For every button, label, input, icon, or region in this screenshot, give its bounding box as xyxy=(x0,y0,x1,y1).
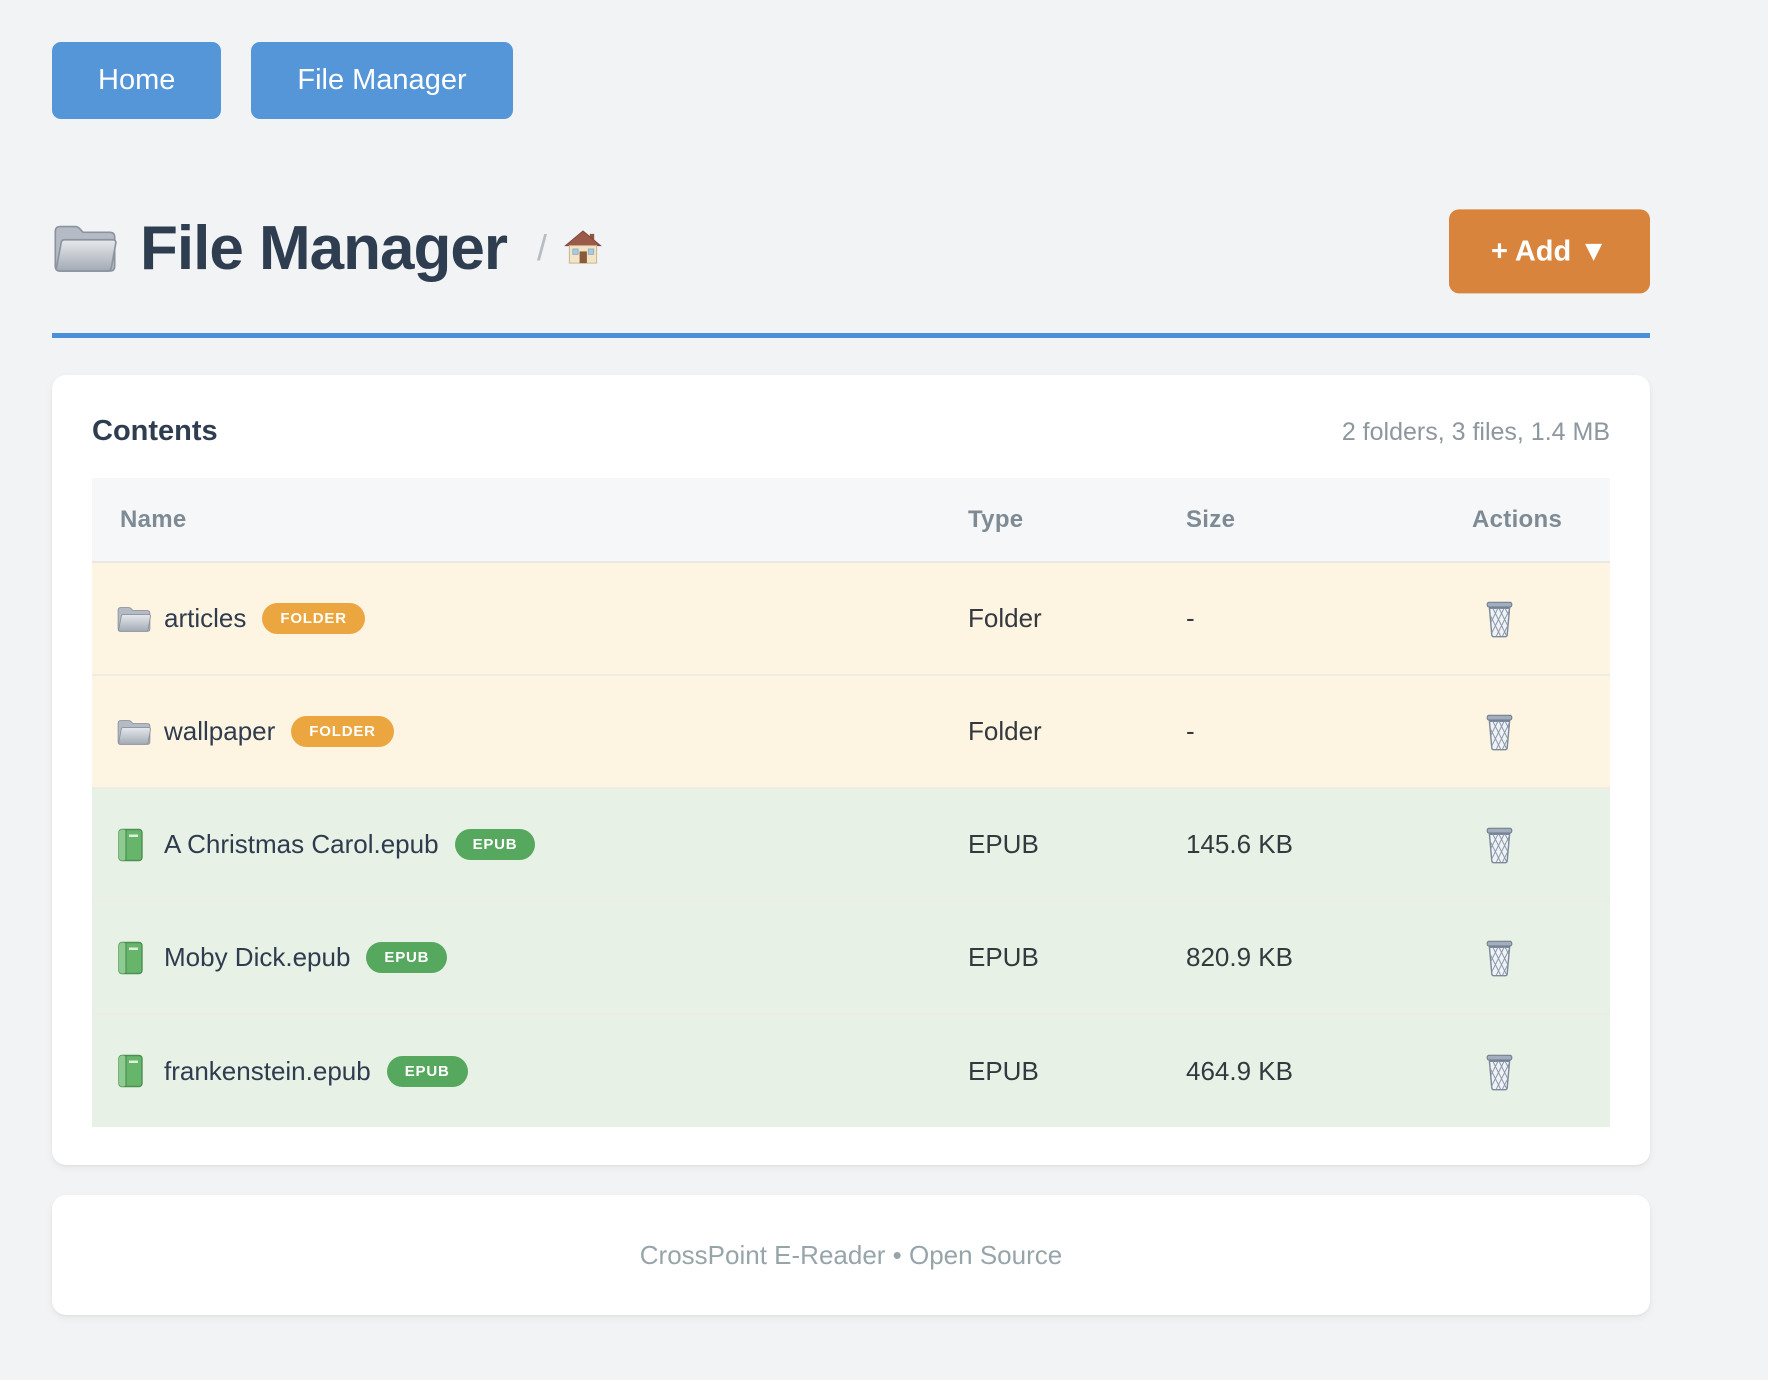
home-icon[interactable] xyxy=(563,229,603,267)
entry-name-link[interactable]: Moby Dick.epub xyxy=(164,942,351,972)
table-row: articles FOLDER Folder - xyxy=(92,562,1610,675)
breadcrumb-separator: / xyxy=(537,227,548,268)
delete-button[interactable] xyxy=(1482,712,1517,751)
file-table: Name Type Size Actions xyxy=(92,478,1610,1127)
trash-icon xyxy=(1486,601,1513,638)
column-header-type: Type xyxy=(968,478,1186,562)
entry-name-link[interactable]: A Christmas Carol.epub xyxy=(164,829,439,859)
title-underline xyxy=(52,333,1650,338)
entry-type: EPUB xyxy=(968,942,1039,972)
folder-icon xyxy=(116,715,152,749)
table-row: frankenstein.epub EPUB EPUB 464.9 KB xyxy=(92,1014,1610,1127)
entry-name-link[interactable]: frankenstein.epub xyxy=(164,1055,371,1086)
entry-type: EPUB xyxy=(968,1055,1039,1086)
column-header-size: Size xyxy=(1186,478,1472,562)
table-row: Moby Dick.epub EPUB EPUB 820.9 KB xyxy=(92,901,1610,1014)
folder-icon xyxy=(116,602,152,636)
table-header-row: Name Type Size Actions xyxy=(92,478,1610,562)
nav-file-manager-button[interactable]: File Manager xyxy=(251,42,513,119)
nav-home-button[interactable]: Home xyxy=(52,42,222,119)
table-row: A Christmas Carol.epub EPUB EPUB 145.6 K… xyxy=(92,788,1610,901)
table-body: articles FOLDER Folder - xyxy=(92,562,1610,1127)
folder-icon xyxy=(54,225,117,272)
contents-title: Contents xyxy=(92,415,218,447)
contents-card: Contents 2 folders, 3 files, 1.4 MB Name… xyxy=(52,375,1650,1165)
top-nav: Home File Manager xyxy=(52,42,1650,119)
file-type-badge: EPUB xyxy=(386,1055,468,1087)
trash-icon xyxy=(1486,940,1513,977)
green-book-icon xyxy=(116,941,152,975)
entry-name-link[interactable]: wallpaper xyxy=(164,716,276,746)
delete-button[interactable] xyxy=(1482,938,1517,977)
entry-size: 464.9 KB xyxy=(1186,1055,1293,1086)
entry-size: - xyxy=(1186,603,1195,633)
file-type-badge: EPUB xyxy=(366,942,448,973)
footer-text: CrossPoint E-Reader • Open Source xyxy=(639,1239,1063,1270)
page-title: File Manager xyxy=(140,213,508,283)
page: Home File Manager File Manager / + Add ▼… xyxy=(52,0,1650,1315)
entry-size: - xyxy=(1186,716,1195,746)
delete-button[interactable] xyxy=(1482,825,1517,864)
trash-icon xyxy=(1486,827,1513,864)
trash-icon xyxy=(1486,714,1513,751)
page-header: File Manager / + Add ▼ xyxy=(52,209,1650,294)
entry-type: Folder xyxy=(968,716,1042,746)
file-type-badge: EPUB xyxy=(454,829,536,860)
add-button[interactable]: + Add ▼ xyxy=(1448,209,1650,294)
contents-summary: 2 folders, 3 files, 1.4 MB xyxy=(1341,418,1610,446)
file-type-badge: FOLDER xyxy=(291,716,394,747)
file-type-badge: FOLDER xyxy=(262,603,365,634)
trash-icon xyxy=(1486,1054,1513,1090)
entry-size: 145.6 KB xyxy=(1186,829,1293,859)
entry-size: 820.9 KB xyxy=(1186,942,1293,972)
entry-type: EPUB xyxy=(968,829,1039,859)
delete-button[interactable] xyxy=(1482,599,1517,638)
green-book-icon xyxy=(116,1054,152,1088)
table-row: wallpaper FOLDER Folder - xyxy=(92,675,1610,788)
footer-card: CrossPoint E-Reader • Open Source xyxy=(52,1195,1650,1315)
delete-button[interactable] xyxy=(1482,1052,1517,1091)
column-header-actions: Actions xyxy=(1472,478,1610,562)
column-header-name: Name xyxy=(92,478,968,562)
entry-name-link[interactable]: articles xyxy=(164,603,247,633)
entry-type: Folder xyxy=(968,603,1042,633)
green-book-icon xyxy=(116,828,152,862)
